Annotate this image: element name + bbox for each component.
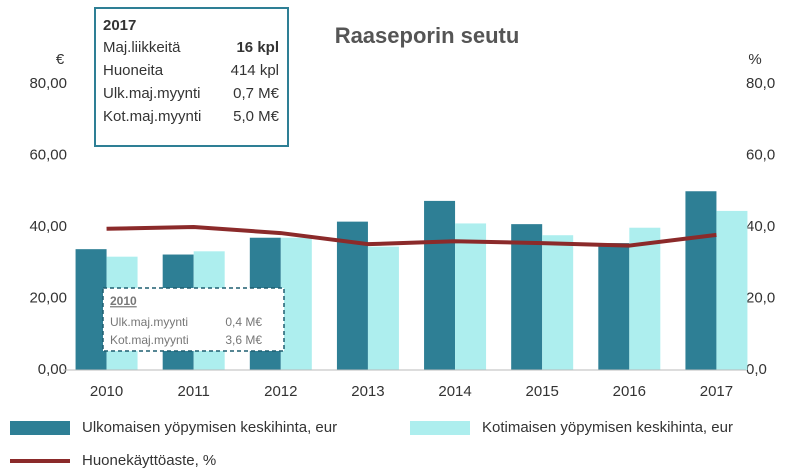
y2-tick-label: 40,0 [746,218,775,235]
annotation-label: Ulk.maj.myynti [103,85,201,102]
bar [280,237,312,370]
annotation-label: Kot.maj.myynti [103,108,201,125]
y2-tick-label: 0,0 [746,361,767,378]
y-tick-label: 40,00 [29,218,67,235]
bar [455,223,487,370]
annotation-label: Kot.maj.myynti [110,333,189,347]
annotation-value: 16 kpl [236,39,279,56]
y-tick-label: 60,00 [29,146,67,163]
annotation-value: 0,7 M€ [233,85,280,102]
annotation-value: 414 kpl [231,62,279,79]
annotation-title: 2017 [103,17,136,34]
annotation-box [102,287,285,352]
annotation-title: 2010 [110,294,137,308]
x-tick-label: 2010 [90,383,123,400]
x-tick-label: 2013 [351,383,384,400]
x-tick-label: 2017 [700,383,733,400]
bar [598,243,630,370]
legend-label: Huonekäyttöaste, % [82,452,216,469]
annotation-value: 3,6 M€ [225,333,262,347]
annotation-value: 5,0 M€ [233,108,280,125]
chart-title: Raaseporin seutu [335,23,520,48]
annotation-label: Huoneita [103,62,164,79]
bar [629,227,661,370]
y2-tick-label: 80,0 [746,75,775,92]
y2-axis-label: % [748,51,761,68]
x-tick-label: 2011 [178,383,210,400]
bar [75,249,107,370]
legend-label: Ulkomaisen yöpymisen keskihinta, eur [82,419,337,436]
y-axis-label: € [56,51,65,68]
bar [542,235,574,370]
annotation-value: 0,4 M€ [225,315,262,329]
bar [685,191,717,370]
x-tick-label: 2016 [613,383,646,400]
bar [336,221,368,370]
legend-swatch [410,421,470,435]
y2-tick-label: 60,0 [746,146,775,163]
bar [716,210,748,370]
annotation-label: Ulk.maj.myynti [110,315,188,329]
annotation-box [94,7,289,147]
bar [511,224,543,370]
annotation-label: Maj.liikkeitä [103,39,181,56]
legend-swatch [10,421,70,435]
line-series [106,224,717,248]
y2-tick-label: 20,0 [746,289,775,306]
x-tick-label: 2012 [264,383,297,400]
bar [367,246,399,370]
x-tick-label: 2014 [438,383,471,400]
y-tick-label: 0,00 [38,361,67,378]
x-tick-label: 2015 [526,383,559,400]
y-tick-label: 20,00 [29,289,67,306]
legend-label: Kotimaisen yöpymisen keskihinta, eur [482,419,733,436]
bar [424,200,456,370]
y-tick-label: 80,00 [29,75,67,92]
